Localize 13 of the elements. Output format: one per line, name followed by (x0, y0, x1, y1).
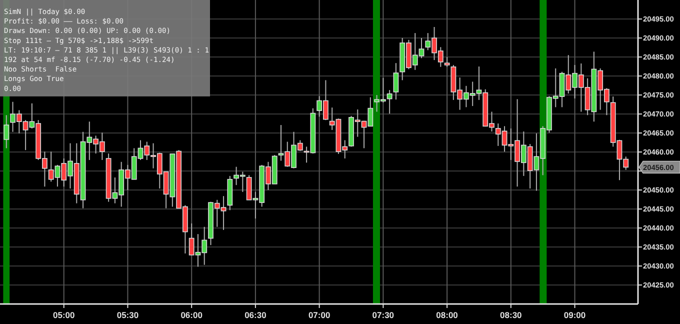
candlestick (444, 56, 450, 68)
x-tick-label: 05:30 (116, 310, 139, 320)
x-tick-label: 08:30 (500, 310, 522, 320)
x-tick-label: 07:30 (372, 310, 394, 320)
x-tick-label: 08:00 (436, 310, 458, 320)
x-tick-label: 06:30 (244, 310, 267, 320)
candlestick (4, 114, 10, 149)
x-tick-label: 06:00 (180, 310, 203, 320)
x-tick-label: 07:00 (308, 310, 330, 320)
candlestick (386, 90, 392, 114)
x-tick-label: 05:00 (52, 310, 75, 320)
candlestick (393, 62, 399, 100)
x-tick-label: 09:00 (564, 310, 586, 320)
